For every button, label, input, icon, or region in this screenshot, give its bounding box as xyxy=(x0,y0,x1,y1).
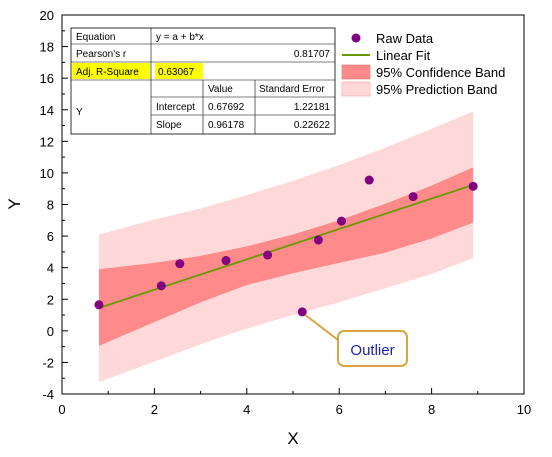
raw-data-point xyxy=(156,281,166,291)
y-tick-label: 14 xyxy=(40,103,54,118)
legend-raw-data-marker xyxy=(351,33,361,43)
y-tick-label: 18 xyxy=(40,40,54,55)
standard-error-header: Standard Error xyxy=(259,84,325,95)
outlier-annotation-text: Outlier xyxy=(350,342,394,359)
y-tick-label: 4 xyxy=(47,261,54,276)
y-tick-label: 0 xyxy=(47,324,54,339)
y-tick-label: 6 xyxy=(47,229,54,244)
x-tick-label: 10 xyxy=(517,402,531,417)
adj-r-highlight xyxy=(72,63,150,79)
y-axis-label: Y xyxy=(5,198,24,209)
raw-data-point xyxy=(313,235,323,245)
y-tick-label: 12 xyxy=(40,134,54,149)
y-tick-label: 8 xyxy=(47,198,54,213)
slope-standard-error: 0.22622 xyxy=(294,120,331,131)
x-tick-label: 8 xyxy=(428,402,435,417)
raw-data-point xyxy=(221,256,231,266)
legend-prediction-band-swatch xyxy=(341,81,371,97)
y-axis: -4 -2 0 2 4 6 8 10 12 14 16 18 20 xyxy=(40,8,68,402)
equation-label: Equation xyxy=(76,32,115,43)
x-axis-label: X xyxy=(287,429,298,448)
equation-value: y = a + b*x xyxy=(156,32,204,43)
x-tick-label: 2 xyxy=(151,402,158,417)
raw-data-point xyxy=(468,181,478,191)
y-tick-label: 2 xyxy=(47,292,54,307)
y-tick-label: -2 xyxy=(42,355,54,370)
raw-data-point xyxy=(408,192,418,202)
y-tick-label: 10 xyxy=(40,166,54,181)
legend-confidence-band-swatch xyxy=(341,64,371,80)
y-tick-label: 16 xyxy=(40,71,54,86)
adj-r-value-highlight xyxy=(155,63,203,79)
legend-confidence-band-label: 95% Confidence Band xyxy=(376,65,505,80)
intercept-value: 0.67692 xyxy=(208,102,245,113)
row-group-label: Y xyxy=(76,107,83,118)
legend-raw-data-label: Raw Data xyxy=(376,31,434,46)
outlier-annotation-box xyxy=(337,330,408,367)
y-tick-label: 20 xyxy=(40,8,54,23)
outlier-point xyxy=(297,307,307,317)
raw-data-point xyxy=(364,175,374,185)
raw-data-point xyxy=(94,300,104,310)
x-tick-label: 6 xyxy=(336,402,343,417)
value-header: Value xyxy=(208,84,233,95)
confidence-band-area xyxy=(98,167,474,346)
slope-label: Slope xyxy=(156,120,182,131)
x-tick-label: 0 xyxy=(58,402,65,417)
adj-r-label: Adj. R-Square xyxy=(76,67,139,78)
points-layer xyxy=(94,175,478,317)
intercept-label: Intercept xyxy=(156,102,195,113)
outlier-annotation: Outlier xyxy=(304,314,408,367)
stats-table: Equation y = a + b*x Pearson's r 0.81707… xyxy=(70,27,336,135)
x-tick-label: 4 xyxy=(243,402,250,417)
raw-data-point xyxy=(337,216,347,226)
pearson-value: 0.81707 xyxy=(294,49,331,60)
outlier-annotation-leader xyxy=(304,314,339,341)
x-axis: 0 2 4 6 8 10 xyxy=(58,388,531,417)
raw-data-point xyxy=(263,250,273,260)
adj-r-value: 0.63067 xyxy=(158,67,195,78)
pearson-label: Pearson's r xyxy=(76,49,127,60)
legend-linear-fit-label: Linear Fit xyxy=(376,48,431,63)
legend-prediction-band-label: 95% Prediction Band xyxy=(376,82,497,97)
intercept-standard-error: 1.22181 xyxy=(294,102,331,113)
raw-data-point xyxy=(175,259,185,269)
y-tick-label: -4 xyxy=(42,387,54,402)
slope-value: 0.96178 xyxy=(208,120,245,131)
legend: Raw Data Linear Fit 95% Confidence Band … xyxy=(341,31,505,97)
